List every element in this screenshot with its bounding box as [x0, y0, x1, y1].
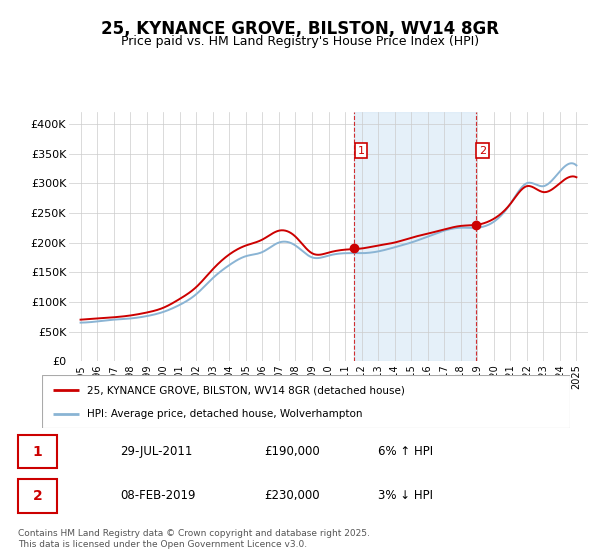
Text: 08-FEB-2019: 08-FEB-2019 — [120, 489, 196, 502]
Text: £230,000: £230,000 — [264, 489, 320, 502]
Text: 6% ↑ HPI: 6% ↑ HPI — [378, 445, 433, 458]
Text: 1: 1 — [33, 445, 43, 459]
FancyBboxPatch shape — [18, 435, 57, 468]
Text: 2: 2 — [33, 489, 43, 503]
Text: 25, KYNANCE GROVE, BILSTON, WV14 8GR: 25, KYNANCE GROVE, BILSTON, WV14 8GR — [101, 20, 499, 38]
Text: 2: 2 — [479, 146, 486, 156]
Text: 1: 1 — [358, 146, 365, 156]
FancyBboxPatch shape — [18, 479, 57, 512]
Text: £190,000: £190,000 — [264, 445, 320, 458]
Text: 29-JUL-2011: 29-JUL-2011 — [120, 445, 193, 458]
Text: 25, KYNANCE GROVE, BILSTON, WV14 8GR (detached house): 25, KYNANCE GROVE, BILSTON, WV14 8GR (de… — [87, 385, 405, 395]
Text: Contains HM Land Registry data © Crown copyright and database right 2025.
This d: Contains HM Land Registry data © Crown c… — [18, 529, 370, 549]
Text: 3% ↓ HPI: 3% ↓ HPI — [378, 489, 433, 502]
Text: HPI: Average price, detached house, Wolverhampton: HPI: Average price, detached house, Wolv… — [87, 408, 362, 418]
FancyBboxPatch shape — [42, 375, 570, 428]
Bar — [355, 112, 476, 361]
Text: Price paid vs. HM Land Registry's House Price Index (HPI): Price paid vs. HM Land Registry's House … — [121, 35, 479, 48]
